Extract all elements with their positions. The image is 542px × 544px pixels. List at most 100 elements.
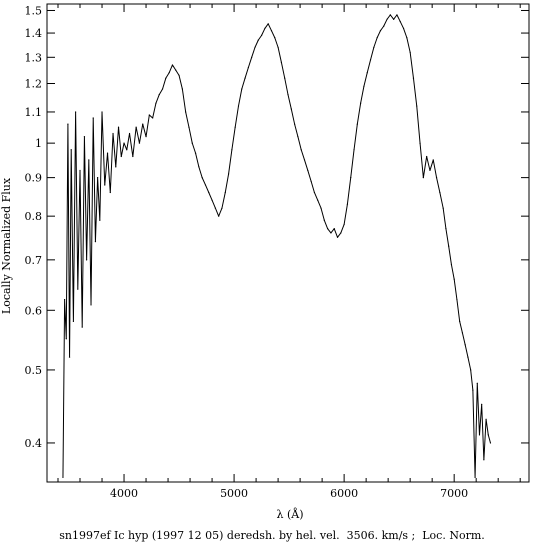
x-axis-ticks: 4000 5000 6000 7000 (57, 4, 521, 500)
spectrum-point (442, 207, 444, 209)
spectrum-point (218, 215, 220, 217)
y-axis-ticks: 0.4 0.5 0.6 0.7 0.8 0.9 1 1.1 1.2 1.3 1.4 1.5 (25, 4, 529, 450)
spectrum-point (161, 88, 164, 90)
chart-caption: sn1997ef Ic hyp (1997 12 05) deredsh. by… (59, 529, 485, 542)
spectrum-point (221, 207, 223, 209)
y-axis-label: Locally Normalized Flux (0, 177, 13, 314)
spectrum-point (373, 46, 375, 48)
spectrum-point (251, 56, 253, 58)
spectrum-point (72, 320, 75, 322)
spectrum-point (402, 27, 405, 30)
spectrum-point (409, 51, 411, 53)
spectrum-point (297, 136, 299, 138)
plot-border (46, 3, 530, 483)
spectrum-point (333, 228, 335, 230)
series-layer (62, 14, 492, 479)
spectrum-point (168, 72, 170, 74)
x-axis-label: λ (Å) (277, 507, 304, 521)
spectrum-point (445, 228, 447, 230)
spectrum-point (489, 442, 492, 444)
x-tick-label: 4000 (110, 487, 138, 500)
spectrum-point (379, 30, 382, 32)
spectrum-point (198, 166, 200, 168)
spectrum-point (439, 191, 441, 194)
spectrum-point (456, 298, 458, 301)
spectrum-point (327, 228, 329, 230)
spectrum-point (267, 23, 269, 25)
spectrum-point (310, 180, 312, 182)
spectrum-point (81, 326, 83, 328)
spectrum-point (366, 72, 368, 74)
spectrum-point (393, 18, 395, 20)
spectrum-point (487, 434, 489, 436)
spectrum-point (64, 298, 66, 301)
y-tick-label: 1.2 (25, 77, 43, 90)
spectrum-point (138, 142, 141, 144)
spectrum-point (97, 177, 99, 179)
spectrum-point (474, 476, 476, 479)
spectrum-point (77, 288, 79, 290)
spectrum-point (148, 114, 150, 116)
spectrum-point (99, 219, 101, 221)
spectrum-point (92, 117, 94, 119)
spectrum-point (435, 177, 438, 179)
spectrum-point (181, 88, 183, 90)
spectrum-point (429, 169, 431, 172)
spectrum-point (244, 77, 246, 79)
spectrum-point (343, 223, 345, 226)
y-tick-label: 1.4 (25, 27, 43, 40)
spectrum-line (62, 14, 491, 478)
spectrum-point (234, 126, 236, 128)
spectrum-point (303, 159, 306, 161)
spectrum-point (432, 159, 434, 161)
y-tick-label: 0.8 (25, 210, 43, 223)
spectrum-point (422, 177, 424, 179)
y-tick-label: 1.3 (25, 51, 43, 64)
spectrum-point (350, 177, 352, 179)
spectrum-point (241, 88, 243, 90)
y-tick-label: 1 (35, 137, 42, 150)
spectrum-point (459, 320, 461, 322)
spectrum-point (247, 66, 249, 69)
spectrum-point (112, 132, 114, 135)
spectrum-point (483, 459, 485, 461)
spectrum-point (470, 369, 472, 371)
spectrum-point (65, 338, 67, 340)
spectrum-point (135, 126, 137, 128)
spectrum-point (274, 37, 276, 39)
spectrum-point (412, 77, 415, 79)
x-tick-label: 5000 (220, 487, 248, 500)
spectrum-point (476, 382, 478, 384)
spectrum-point (353, 149, 355, 151)
spectrum-point (426, 155, 428, 158)
spectrum-point (188, 126, 190, 128)
x-tick-label: 7000 (440, 487, 468, 500)
spectrum-point (416, 105, 418, 107)
spectrum-point (94, 241, 97, 243)
spectrum-point (346, 203, 349, 205)
spectrum-point (363, 85, 365, 87)
spectrum-point (83, 136, 86, 138)
spectrum-point (307, 169, 309, 172)
spectrum-point (317, 199, 319, 201)
spectrum-point (464, 344, 466, 346)
y-tick-label: 1.1 (25, 106, 43, 119)
spectrum-point (280, 61, 282, 63)
spectrum-point (323, 219, 325, 221)
y-tick-label: 0.6 (25, 304, 43, 317)
spectrum-point (453, 278, 455, 280)
spectrum-point (472, 389, 474, 391)
spectrum-point (194, 152, 197, 154)
spectrum-point (290, 108, 292, 110)
spectrum-point (336, 236, 339, 238)
spectrum-point (165, 77, 167, 79)
spectrum-point (389, 14, 391, 16)
spectrum-point (70, 149, 72, 151)
spectrum-point (211, 199, 213, 201)
spectrum-point (175, 69, 177, 71)
spectrum-point (227, 173, 230, 175)
spectrum-point (171, 64, 174, 66)
spectrum-point (132, 155, 134, 158)
spectrum-point (62, 476, 64, 479)
